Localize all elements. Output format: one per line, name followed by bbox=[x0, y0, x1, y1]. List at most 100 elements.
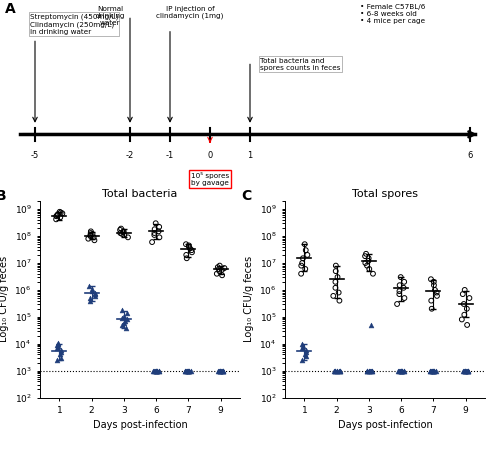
Point bbox=[216, 262, 224, 269]
Point bbox=[463, 305, 471, 313]
Point bbox=[185, 242, 193, 249]
Point bbox=[336, 367, 344, 374]
Point bbox=[333, 367, 341, 374]
Point bbox=[87, 228, 95, 235]
Point bbox=[86, 294, 94, 302]
Point bbox=[84, 235, 92, 242]
Point bbox=[213, 270, 221, 277]
Point bbox=[363, 367, 371, 374]
Text: 6: 6 bbox=[468, 151, 472, 159]
Point bbox=[430, 278, 438, 286]
Point bbox=[396, 282, 404, 289]
Point bbox=[331, 367, 339, 374]
Point bbox=[362, 260, 370, 267]
Point bbox=[332, 278, 340, 286]
Point bbox=[460, 367, 468, 374]
Point bbox=[433, 292, 441, 299]
Point bbox=[155, 223, 163, 230]
Point bbox=[369, 270, 377, 277]
Point bbox=[56, 209, 64, 216]
Point bbox=[220, 367, 228, 374]
Point bbox=[426, 367, 434, 374]
Point bbox=[302, 266, 310, 273]
Point bbox=[460, 367, 468, 374]
Point bbox=[118, 306, 126, 314]
Point bbox=[56, 213, 64, 221]
Point bbox=[184, 367, 192, 374]
Point bbox=[53, 344, 61, 351]
Point bbox=[184, 367, 192, 374]
Point bbox=[330, 292, 338, 299]
Point bbox=[400, 284, 407, 292]
Point bbox=[185, 243, 193, 250]
Y-axis label: Log₁₀ CFU/g feces: Log₁₀ CFU/g feces bbox=[0, 256, 9, 342]
Point bbox=[152, 367, 160, 374]
Point bbox=[182, 255, 190, 262]
Point bbox=[400, 367, 408, 374]
Point bbox=[366, 367, 374, 374]
Point bbox=[396, 287, 404, 295]
Title: Total spores: Total spores bbox=[352, 189, 418, 199]
Point bbox=[153, 367, 161, 374]
Point bbox=[186, 367, 194, 374]
Point bbox=[219, 367, 227, 374]
Point bbox=[428, 305, 436, 313]
Point bbox=[155, 367, 163, 374]
Point bbox=[302, 352, 310, 360]
Point bbox=[364, 257, 372, 265]
Point bbox=[332, 262, 340, 269]
Point bbox=[90, 292, 98, 299]
Point bbox=[460, 311, 468, 319]
Point bbox=[427, 367, 435, 374]
Point bbox=[56, 208, 64, 215]
Point bbox=[182, 367, 190, 374]
Text: • Female C57BL/6
• 6-8 weeks old
• 4 mice per cage: • Female C57BL/6 • 6-8 weeks old • 4 mic… bbox=[360, 4, 426, 24]
Point bbox=[336, 367, 344, 374]
Point bbox=[184, 367, 192, 374]
Point bbox=[393, 300, 401, 308]
Point bbox=[218, 367, 226, 374]
Point bbox=[118, 314, 126, 322]
Point bbox=[152, 220, 160, 227]
Point bbox=[150, 367, 158, 374]
Y-axis label: Log₁₀ CFU/g feces: Log₁₀ CFU/g feces bbox=[244, 256, 254, 342]
Point bbox=[363, 262, 371, 269]
Point bbox=[120, 228, 128, 236]
Point bbox=[299, 255, 307, 262]
Point bbox=[362, 250, 370, 257]
Point bbox=[152, 367, 160, 374]
Point bbox=[430, 282, 438, 289]
Point bbox=[182, 240, 190, 248]
Point bbox=[430, 367, 438, 374]
Point bbox=[56, 351, 64, 358]
Point bbox=[85, 282, 93, 290]
Point bbox=[54, 211, 62, 218]
Point bbox=[123, 316, 131, 323]
Point bbox=[396, 273, 404, 281]
Point bbox=[463, 367, 471, 374]
Point bbox=[430, 367, 438, 374]
Text: IP injection of
clindamycin (1mg): IP injection of clindamycin (1mg) bbox=[156, 6, 224, 19]
Point bbox=[218, 367, 226, 374]
Point bbox=[90, 234, 98, 241]
Point bbox=[148, 239, 156, 246]
Point bbox=[301, 351, 309, 358]
Point bbox=[54, 339, 62, 346]
Point bbox=[432, 289, 440, 296]
Point bbox=[58, 348, 66, 356]
Point bbox=[334, 367, 342, 374]
Text: -5: -5 bbox=[31, 151, 39, 159]
Point bbox=[462, 367, 470, 374]
Point bbox=[400, 294, 408, 302]
Point bbox=[58, 210, 66, 217]
Point bbox=[367, 321, 375, 329]
Point bbox=[298, 341, 306, 348]
Point bbox=[188, 249, 196, 256]
Point bbox=[364, 367, 372, 374]
Point bbox=[86, 297, 94, 304]
Point bbox=[428, 297, 436, 304]
Point bbox=[56, 346, 64, 353]
Point bbox=[298, 356, 306, 364]
Point bbox=[120, 312, 128, 319]
Point bbox=[334, 273, 342, 281]
